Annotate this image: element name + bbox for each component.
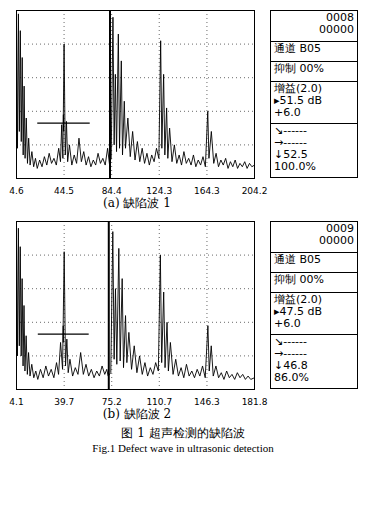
svg-text:164.3: 164.3 bbox=[194, 186, 220, 196]
html-text:通道 B05: 通道 B05 bbox=[274, 253, 321, 267]
html-text:00000: 00000 bbox=[319, 23, 354, 36]
html-text:↓52.5: ↓52.5 bbox=[274, 148, 308, 162]
html-text:↓46.8: ↓46.8 bbox=[274, 359, 308, 373]
html-text:图 1 超声检测的缺陷波: 图 1 超声检测的缺陷波 bbox=[121, 426, 245, 440]
svg-text:124.3: 124.3 bbox=[146, 186, 172, 196]
svg-text:84.4: 84.4 bbox=[102, 186, 122, 196]
svg-text:44.5: 44.5 bbox=[54, 186, 74, 196]
html-text:抑制 00%: 抑制 00% bbox=[274, 62, 324, 75]
html-text:▸51.5 dB: ▸51.5 dB bbox=[274, 93, 322, 107]
svg-text:181.8: 181.8 bbox=[242, 397, 268, 407]
html-text:86.0%: 86.0% bbox=[274, 371, 309, 385]
html-text:Fig.1 Defect wave in ultrasoni: Fig.1 Defect wave in ultrasonic detectio… bbox=[92, 442, 274, 454]
svg-text:4.6: 4.6 bbox=[9, 186, 24, 196]
html-text:增益(2.0): 增益(2.0) bbox=[274, 292, 323, 306]
html-text:增益(2.0): 增益(2.0) bbox=[274, 81, 323, 95]
html-text:0009: 0009 bbox=[326, 222, 354, 235]
svg-text:146.3: 146.3 bbox=[194, 397, 220, 407]
html-text:100.0%: 100.0% bbox=[274, 160, 316, 174]
svg-text:75.2: 75.2 bbox=[102, 397, 122, 407]
svg-text:39.7: 39.7 bbox=[54, 397, 74, 407]
html-text:+6.0: +6.0 bbox=[274, 105, 301, 119]
svg-text:110.7: 110.7 bbox=[146, 397, 172, 407]
html-text:0008: 0008 bbox=[326, 11, 354, 24]
html-text:通道 B05: 通道 B05 bbox=[274, 42, 321, 56]
html-text:+6.0: +6.0 bbox=[274, 316, 301, 330]
svg-text:4.1: 4.1 bbox=[9, 397, 23, 407]
html-text:▸47.5 dB: ▸47.5 dB bbox=[274, 304, 322, 318]
html-text:抑制 00%: 抑制 00% bbox=[274, 273, 324, 286]
svg-text:204.2: 204.2 bbox=[242, 186, 268, 196]
html-text:(b) 缺陷波 2: (b) 缺陷波 2 bbox=[102, 407, 172, 421]
html-text:(a) 缺陷波 1: (a) 缺陷波 1 bbox=[103, 196, 171, 210]
html-text:00000: 00000 bbox=[319, 234, 354, 247]
